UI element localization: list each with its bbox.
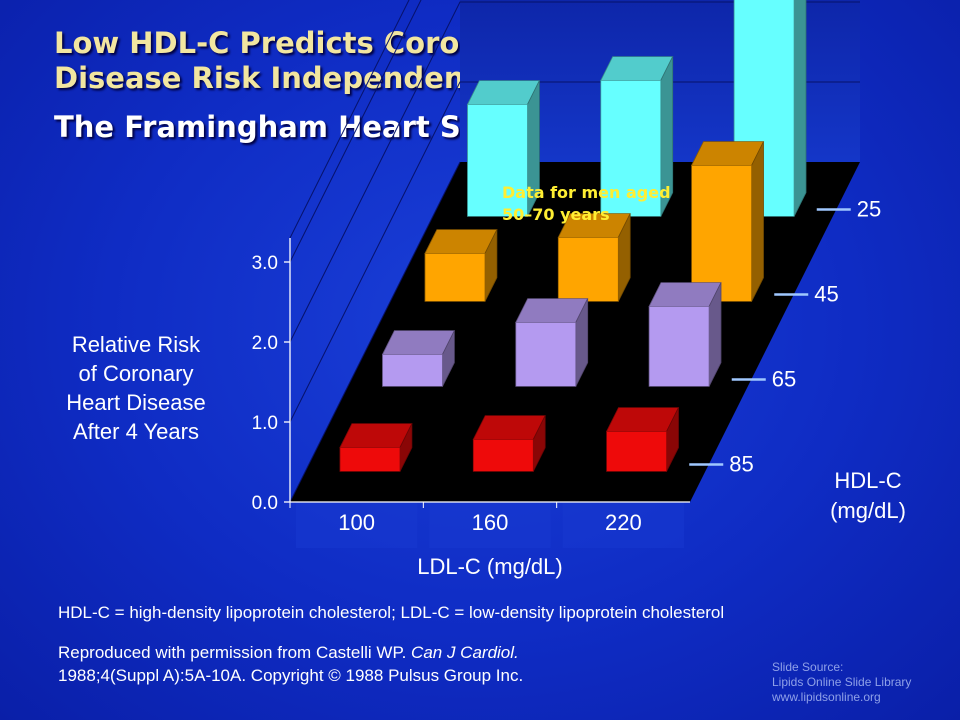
z-axis-label-unit: (mg/dL) (830, 498, 906, 523)
slide-subtitle: The Framingham Heart Study (54, 110, 535, 144)
z-tick-label: 85 (729, 452, 753, 477)
x-tick-label: 220 (605, 510, 642, 535)
bar (606, 430, 667, 472)
bar-top (472, 415, 546, 440)
chart: 0.0 1.0 2.0 3.0 100 160 220 LDL-C (mg/dL) 85 65 45… (252, 0, 906, 579)
z-tick-label: 65 (772, 367, 796, 392)
bar-top (381, 330, 456, 355)
bar-side (793, 0, 807, 217)
gridline (289, 81, 860, 423)
gridline (289, 0, 422, 263)
bar-top (605, 407, 680, 432)
citation-line-2: 1988;4(Suppl A):5A-10A. Copyright © 1988… (58, 666, 524, 685)
citation-journal: Can J Cardiol. (411, 643, 519, 662)
slide-source: Slide Source: Lipids Online Slide Librar… (772, 660, 912, 704)
z-axis-label: HDL-C (834, 468, 901, 493)
bar (467, 104, 528, 217)
x-tick-label: 160 (472, 510, 509, 535)
bar (648, 305, 710, 387)
bar (382, 353, 443, 387)
bar-top (515, 298, 589, 323)
bar-top (424, 229, 498, 254)
bar (339, 446, 401, 472)
z-tick-label: 45 (814, 282, 838, 307)
y-tick-label: 0.0 (252, 493, 278, 514)
wall-edge (289, 0, 410, 239)
z-tick-label: 25 (857, 197, 881, 222)
y-tick-label: 2.0 (252, 333, 278, 354)
x-tick-label: 100 (338, 510, 375, 535)
bar-top (339, 423, 413, 448)
bar-top (648, 282, 722, 307)
bar-top (690, 141, 765, 166)
wall-edge (289, 161, 461, 503)
gridline (289, 1, 860, 343)
bar (557, 236, 619, 302)
chart-note: Data for men aged 50–70 years (502, 183, 671, 224)
y-axis-label: Relative Risk of Coronary Heart Disease … (66, 332, 206, 444)
bar (424, 252, 486, 302)
bar (515, 321, 577, 387)
bar (600, 80, 662, 217)
bar (472, 438, 534, 472)
bar-side (751, 141, 764, 302)
bar-top (600, 56, 674, 81)
x-axis-label: LDL-C (mg/dL) (417, 554, 562, 579)
bar (691, 164, 752, 302)
abbreviations-note: HDL-C = high-density lipoprotein cholest… (58, 603, 725, 622)
x-category-band (296, 502, 418, 548)
x-category-band (562, 502, 684, 548)
bar-top (466, 80, 541, 105)
y-tick-label: 1.0 (252, 413, 278, 434)
x-category-band (429, 502, 551, 548)
citation-prefix: Reproduced with permission from Castelli… (58, 643, 412, 662)
citation: Reproduced with permission from Castelli… (58, 641, 523, 687)
y-tick-label: 3.0 (252, 253, 278, 274)
